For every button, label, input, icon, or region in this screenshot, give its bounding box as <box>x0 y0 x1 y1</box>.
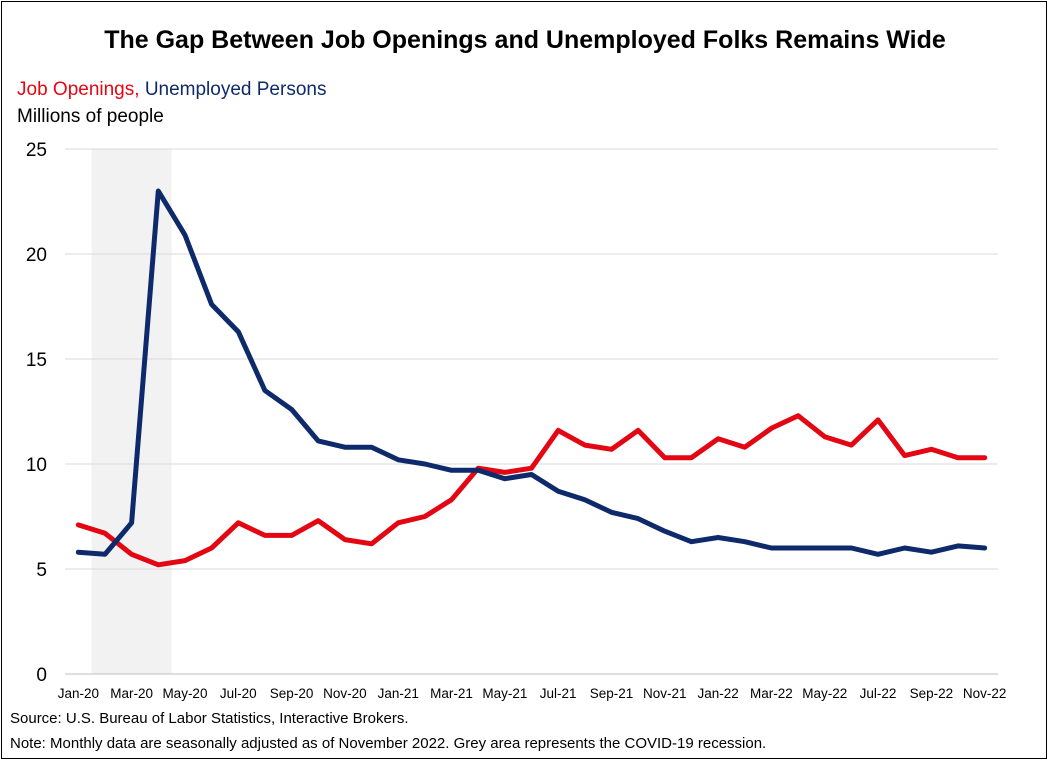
x-tick-label: Jan-22 <box>697 686 738 701</box>
y-tick-label: 10 <box>26 455 47 476</box>
legend-job-openings: Job Openings, <box>17 79 140 100</box>
x-tick-label: Jul-20 <box>220 686 257 701</box>
x-tick-label: Jan-20 <box>58 686 99 701</box>
x-tick-label: May-21 <box>482 686 527 701</box>
x-tick-label: Sep-20 <box>270 686 314 701</box>
x-tick-label: Nov-22 <box>963 686 1007 701</box>
x-tick-label: May-22 <box>802 686 847 701</box>
x-tick-label: Mar-21 <box>430 686 473 701</box>
series-line-job-openings <box>75 413 988 568</box>
recession-shading <box>91 149 172 674</box>
x-tick-label: Jul-21 <box>540 686 577 701</box>
source-note: Source: U.S. Bureau of Labor Statistics,… <box>10 710 409 727</box>
y-tick-label: 20 <box>26 245 47 266</box>
legend-unemployed-persons: Unemployed Persons <box>144 79 327 100</box>
x-tick-label: May-20 <box>162 686 207 701</box>
y-tick-label: 25 <box>26 140 47 161</box>
x-tick-label: Nov-20 <box>323 686 367 701</box>
x-tick-label: Sep-21 <box>590 686 634 701</box>
x-tick-label: Jul-22 <box>860 686 897 701</box>
y-axis-units: Millions of people <box>17 106 164 127</box>
x-tick-label: Jan-21 <box>378 686 419 701</box>
y-tick-label: 5 <box>36 560 47 581</box>
series-line-unemployed-persons <box>75 188 988 557</box>
x-tick-label: Mar-22 <box>750 686 793 701</box>
x-tick-label: Nov-21 <box>643 686 687 701</box>
x-tick-label: Sep-22 <box>910 686 954 701</box>
y-tick-label: 0 <box>36 665 47 686</box>
footnote: Note: Monthly data are seasonally adjust… <box>10 735 767 752</box>
legend: Job Openings, Unemployed Persons <box>17 79 326 101</box>
chart-title: The Gap Between Job Openings and Unemplo… <box>104 26 946 54</box>
y-tick-label: 15 <box>26 350 47 371</box>
x-tick-label: Mar-20 <box>110 686 153 701</box>
